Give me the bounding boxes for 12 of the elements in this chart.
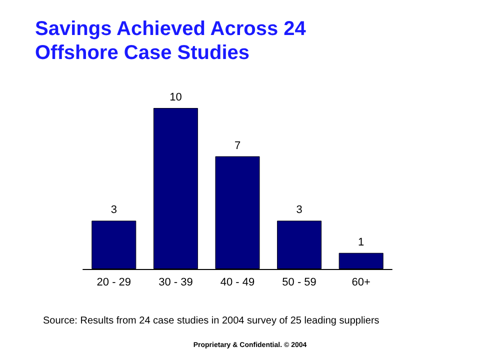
data-label: 3 [296, 204, 302, 216]
data-label: 1 [358, 236, 364, 248]
data-label: 7 [234, 140, 241, 152]
x-tick-label: 30 - 39 [158, 276, 193, 288]
chart-title: Savings Achieved Across 24 Offshore Case Studies [35, 18, 307, 64]
data-label: 10 [170, 92, 182, 104]
x-tick-label: 50 - 59 [282, 276, 316, 288]
x-tick-label: 40 - 49 [220, 276, 255, 288]
x-tick-label: 60+ [352, 276, 370, 288]
x-tick-label: 20 - 29 [96, 276, 132, 288]
source-note: Source: Results from 24 case studies in 2004 survey of 25 leading suppliers [43, 316, 380, 326]
data-label: 3 [110, 204, 117, 216]
